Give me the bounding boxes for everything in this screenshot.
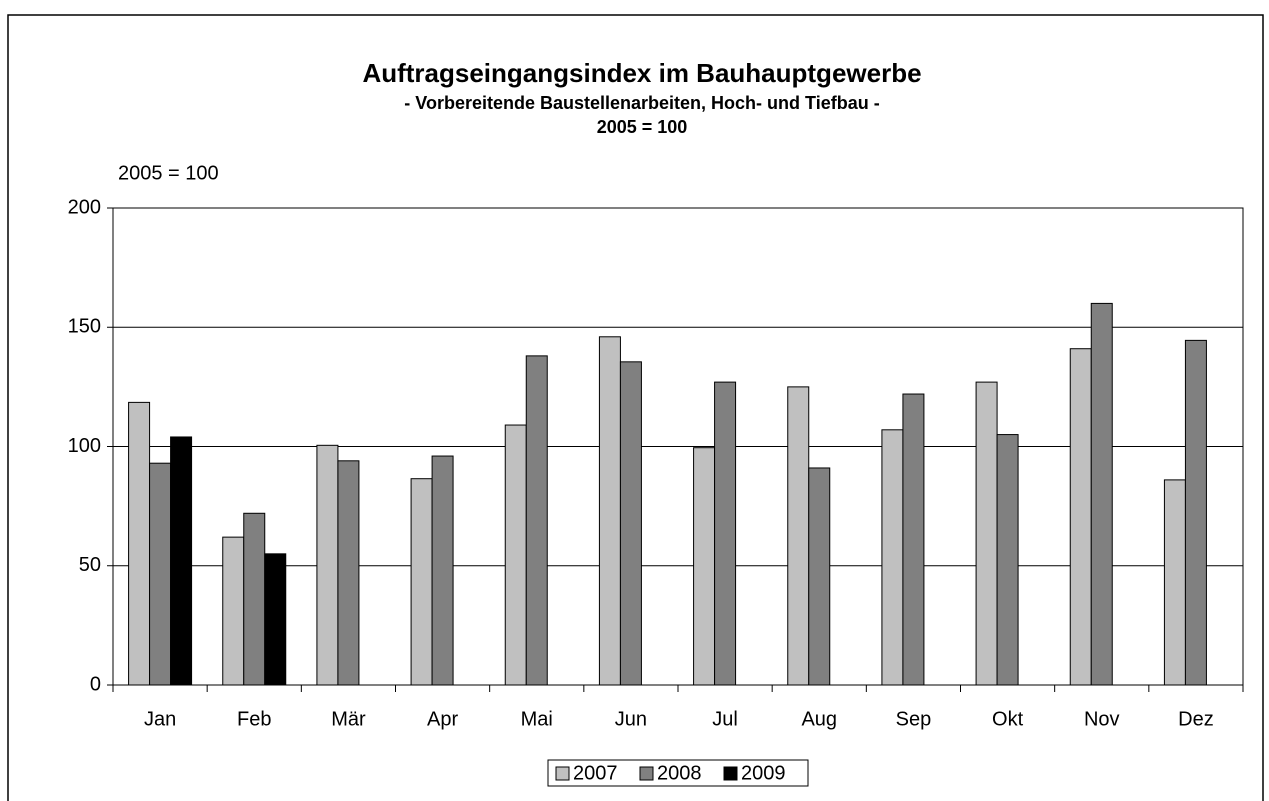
y-axis-label: 2005 = 100 — [118, 162, 219, 184]
bar — [316, 444, 339, 686]
chart-subtitle: 2005 = 100 — [597, 117, 688, 137]
legend-swatch — [723, 766, 738, 781]
legend-label: 2009 — [741, 762, 786, 784]
legend-swatch — [555, 766, 570, 781]
x-tick-label: Mär — [331, 708, 366, 730]
bar — [1184, 339, 1207, 686]
x-tick-label: Nov — [1084, 708, 1120, 730]
bar — [128, 401, 151, 686]
bar — [619, 361, 642, 686]
x-tick-label: Apr — [427, 708, 458, 730]
bar — [264, 553, 287, 686]
bar — [598, 336, 621, 686]
x-tick-label: Feb — [237, 708, 271, 730]
bar — [881, 429, 904, 686]
legend-swatch — [639, 766, 654, 781]
bar — [149, 462, 172, 686]
bar — [693, 447, 716, 686]
x-tick-label: Jan — [144, 708, 176, 730]
bar — [808, 467, 831, 686]
bar — [170, 436, 193, 686]
x-tick-label: Sep — [896, 708, 932, 730]
x-tick-label: Mai — [521, 708, 553, 730]
legend-label: 2007 — [573, 762, 618, 784]
bar — [431, 455, 454, 686]
bar — [243, 512, 266, 686]
y-tick-label: 0 — [90, 673, 101, 695]
bar — [525, 355, 548, 686]
y-tick-label: 150 — [68, 316, 101, 338]
x-tick-label: Dez — [1178, 708, 1214, 730]
x-tick-label: Okt — [992, 708, 1024, 730]
chart-title: Auftragseingangsindex im Bauhauptgewerbe — [362, 58, 921, 88]
bar — [902, 393, 925, 686]
bar — [337, 460, 360, 686]
x-tick-label: Aug — [801, 708, 837, 730]
y-tick-label: 200 — [68, 196, 101, 218]
x-tick-label: Jun — [615, 708, 647, 730]
x-tick-label: Jul — [712, 708, 738, 730]
bar — [1163, 479, 1186, 686]
bar — [787, 386, 810, 686]
chart-frame — [7, 14, 1264, 801]
y-tick-label: 100 — [68, 435, 101, 457]
bar — [714, 381, 737, 686]
bar — [1069, 348, 1092, 686]
legend-label: 2008 — [657, 762, 702, 784]
bar — [996, 434, 1019, 686]
bar — [222, 536, 245, 686]
legend — [547, 759, 809, 787]
bar — [1090, 302, 1113, 686]
y-tick-label: 50 — [79, 554, 101, 576]
bar — [975, 381, 998, 686]
bar — [410, 478, 433, 686]
bar — [504, 424, 527, 686]
chart-subtitle: - Vorbereitende Baustellenarbeiten, Hoch… — [404, 93, 879, 113]
